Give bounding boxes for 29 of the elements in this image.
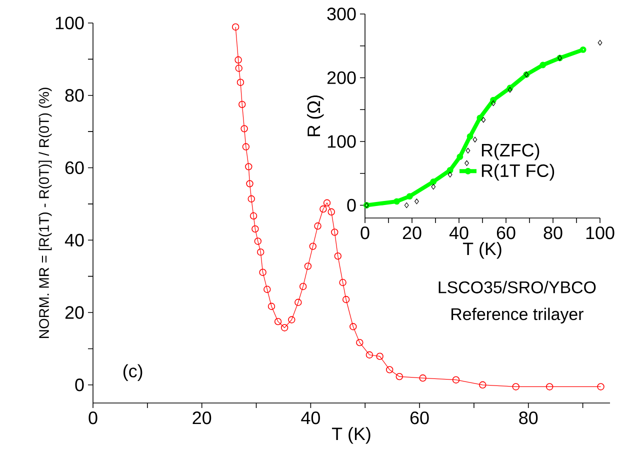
y-tick-label: 300 bbox=[327, 8, 356, 20]
y-tick-label: 100 bbox=[328, 135, 356, 148]
x-tick-label: 60 bbox=[496, 226, 516, 240]
y-axis-title: NORM. MR = [R(1T) - R(0T)] / R(0T) (%) bbox=[38, 88, 52, 338]
y-tick-label: 80 bbox=[65, 89, 84, 102]
x-tick-label: 20 bbox=[192, 412, 212, 424]
x-tick-label: 100 bbox=[586, 226, 614, 240]
y-tick-label: 0 bbox=[75, 378, 84, 392]
y-axis-title: R (Ω) bbox=[307, 95, 324, 136]
x-tick-label: 80 bbox=[544, 226, 562, 240]
annotation: (c) bbox=[123, 364, 142, 381]
legend-label: R(1T FC) bbox=[482, 164, 554, 181]
y-tick-label: 0 bbox=[347, 198, 356, 212]
x-tick-label: 60 bbox=[410, 412, 429, 424]
x-tick-label: 80 bbox=[519, 412, 538, 424]
y-tick-label: 100 bbox=[56, 16, 84, 30]
y-tick-label: 200 bbox=[327, 71, 356, 84]
y-tick-label: 20 bbox=[65, 306, 84, 319]
x-tick-label: 0 bbox=[360, 226, 370, 240]
x-tick-label: 40 bbox=[449, 226, 468, 240]
x-tick-label: 20 bbox=[402, 226, 422, 240]
annotation: Reference trilayer bbox=[452, 308, 584, 324]
legend-label: R(ZFC) bbox=[482, 143, 540, 160]
annotation: LSCO35/SRO/YBCO bbox=[438, 280, 596, 294]
x-axis-title: T (K) bbox=[332, 427, 370, 444]
x-tick-label: 40 bbox=[301, 412, 320, 424]
y-tick-label: 60 bbox=[65, 161, 84, 174]
x-axis-title: T (K) bbox=[462, 242, 502, 259]
x-tick-label: 0 bbox=[88, 412, 98, 424]
